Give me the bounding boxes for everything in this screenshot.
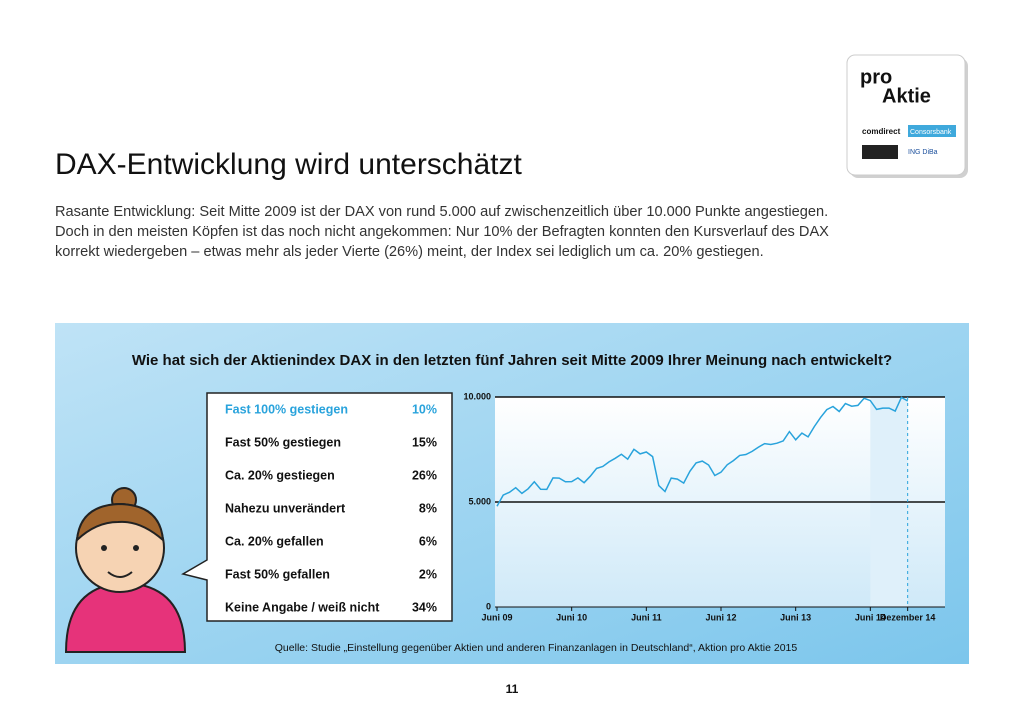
logo-partner-mark xyxy=(862,145,898,159)
y-tick-label: 0 xyxy=(486,601,491,611)
x-tick-label: Juni 10 xyxy=(556,612,587,622)
survey-table: Fast 100% gestiegen 10% Fast 50% gestiegen… xyxy=(225,402,437,614)
survey-share: 15% xyxy=(412,435,437,449)
speech-bubble xyxy=(181,392,453,622)
survey-share: 6% xyxy=(419,534,437,548)
intro-line: Doch in den meisten Köpfen ist das noch … xyxy=(55,224,829,240)
intro-line: Rasante Entwicklung: Seit Mitte 2009 ist… xyxy=(55,204,828,220)
logo-partner: ING DiBa xyxy=(908,149,938,156)
y-tick-label: 10.000 xyxy=(463,391,491,401)
survey-answer: Nahezu unverändert xyxy=(225,501,346,515)
person-eye xyxy=(101,545,107,551)
survey-share: 8% xyxy=(419,501,437,515)
logo-partner: comdirect xyxy=(862,127,901,136)
survey-answer: Keine Angabe / weiß nicht xyxy=(225,600,380,614)
logo-text: Aktie xyxy=(882,85,931,107)
y-tick-label: 5.000 xyxy=(468,496,491,506)
survey-answer: Ca. 20% gefallen xyxy=(225,534,324,548)
x-tick-label: Juni 12 xyxy=(705,612,736,622)
chart: 0 5.000 10.000 Juni 09 Juni 10 Juni 11 Juni 12… xyxy=(463,391,945,622)
survey-answer: Fast 100% gestiegen xyxy=(225,402,348,416)
person-hair xyxy=(75,502,165,543)
logo-text: pro xyxy=(860,66,892,88)
title: DAX-Entwicklung wird unterschätzt xyxy=(55,148,523,181)
x-tick-label: Juni 14 xyxy=(855,612,886,622)
intro-line: korrekt wiedergeben – etwas mehr als jed… xyxy=(55,244,764,260)
x-tick-label: Dezember 14 xyxy=(880,612,936,622)
survey-share: 10% xyxy=(412,402,437,416)
survey-share: 26% xyxy=(412,468,437,482)
survey-share: 2% xyxy=(419,567,437,581)
page-number: 11 xyxy=(506,682,519,696)
survey-answer: Fast 50% gefallen xyxy=(225,567,330,581)
survey-answer: Ca. 20% gestiegen xyxy=(225,468,335,482)
x-tick-label: Juni 13 xyxy=(780,612,811,622)
question: Wie hat sich der Aktienindex DAX in den … xyxy=(132,352,892,369)
person-eye xyxy=(133,545,139,551)
data-line xyxy=(496,396,909,507)
survey-share: 34% xyxy=(412,600,437,614)
person-mouth xyxy=(107,571,133,578)
x-tick-label: Juni 09 xyxy=(481,612,512,622)
source: Quelle: Studie „Einstellung gegenüber Ak… xyxy=(275,642,798,654)
survey-answer: Fast 50% gestiegen xyxy=(225,435,341,449)
logo-partner: Consorsbank xyxy=(910,129,952,136)
logo-partner-bg xyxy=(908,125,956,137)
x-tick-label: Juni 11 xyxy=(631,612,662,622)
